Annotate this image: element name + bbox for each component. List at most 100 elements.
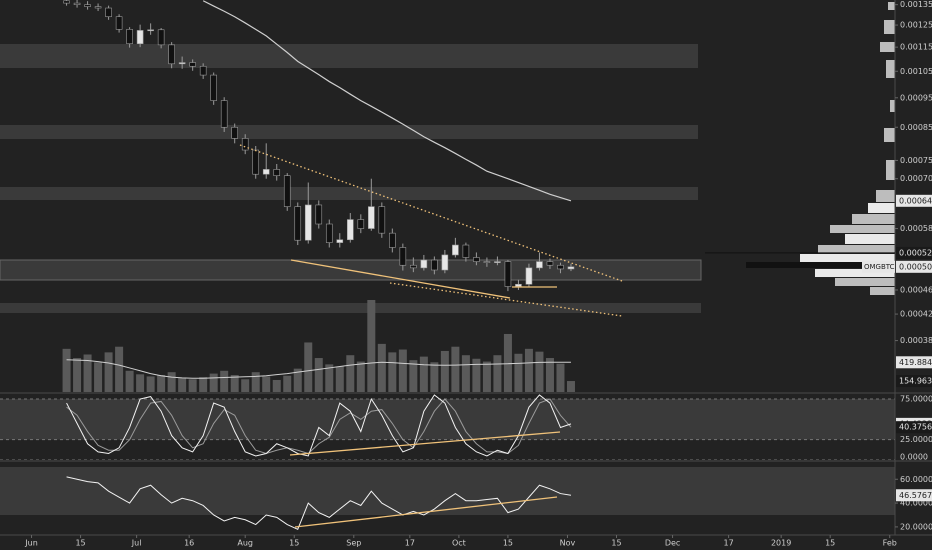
volume-bar (104, 352, 113, 392)
volume-bar (325, 364, 334, 392)
volume-bar (73, 358, 82, 392)
candle-body (136, 30, 144, 45)
candle-body (473, 257, 480, 262)
volume-bar (346, 355, 355, 392)
candle-body (410, 264, 417, 269)
volume-bar (545, 358, 554, 392)
sma-tag-bg (896, 194, 932, 207)
x-tick-label: 17 (724, 539, 734, 548)
trend-line (294, 496, 558, 528)
candle-body (389, 232, 396, 248)
volume-bar (188, 379, 197, 392)
profile-bar (888, 2, 895, 10)
volume-bar (167, 372, 176, 392)
volume-ma (66, 359, 571, 379)
volume-bar (314, 358, 323, 392)
volume-bar (199, 377, 208, 392)
candle-body (294, 206, 302, 241)
price-line-tag: 0.000529 (899, 248, 932, 257)
candle-body (94, 6, 102, 9)
candle-body (199, 65, 207, 76)
candle-body (420, 259, 428, 269)
x-tick-label: Jun (24, 539, 38, 548)
volume-bar (115, 346, 124, 392)
profile-bar (880, 42, 895, 52)
volume-bar (440, 350, 449, 392)
profile-bar (886, 60, 895, 78)
stoch-pane (0, 394, 895, 460)
volume-bar (388, 352, 397, 392)
candle-body (304, 204, 312, 241)
zone (0, 303, 701, 313)
y-tick-label: 40.0000 (900, 499, 932, 508)
candle-body (546, 261, 554, 266)
volume-profile (746, 2, 895, 295)
volume-bar (304, 342, 313, 392)
volume-bar (62, 348, 71, 392)
volume-bar (367, 300, 376, 392)
volume-tag: 154.963K (899, 377, 932, 386)
volume-bar (566, 381, 575, 392)
stoch-d (66, 398, 572, 455)
volume-bar (209, 373, 218, 392)
candle-body (378, 206, 386, 234)
volume-bar (472, 358, 481, 392)
candle-body (325, 223, 333, 243)
profile-bar (868, 203, 895, 213)
candle-body (168, 44, 175, 65)
x-tick-label: Feb (883, 539, 897, 548)
candle-body (399, 247, 407, 266)
candle-body (368, 206, 375, 229)
candle-body (452, 244, 459, 256)
candle-body (189, 62, 196, 67)
profile-bar (835, 278, 895, 286)
volume-ma-tag-bg (896, 356, 932, 369)
x-tick-label: Sep (346, 539, 361, 548)
price-pane (62, 0, 575, 392)
candle-body (105, 7, 112, 18)
stoch-d-tag-bg (896, 421, 932, 434)
volume-bar (451, 346, 460, 392)
y-tick-label: 20.0000 (900, 522, 932, 531)
volume-bar (283, 375, 292, 392)
candle-body (515, 283, 522, 287)
candle-body (147, 29, 154, 32)
volume-bar (262, 376, 271, 392)
x-tick-label: Aug (237, 539, 253, 548)
profile-bar (746, 262, 895, 268)
last-price-tag-bg (896, 260, 932, 273)
candle-body (494, 261, 501, 263)
profile-bar (818, 245, 895, 253)
x-tick-label: 17 (405, 539, 415, 548)
y-tick-label: 75.0000 (900, 395, 932, 404)
rsi-line (66, 476, 572, 530)
candle-body (357, 219, 365, 229)
candle-body (336, 239, 344, 243)
candle-body (315, 204, 323, 225)
rsi-pane (0, 467, 895, 530)
candle-body (157, 29, 165, 46)
volume-bar (514, 353, 523, 392)
volume-bar (230, 375, 239, 392)
candle-body (283, 175, 291, 207)
candle-body (220, 100, 228, 128)
volume-bar (178, 377, 187, 392)
profile-bar (815, 269, 895, 277)
volume-bar (419, 356, 428, 392)
candle-body (462, 244, 470, 258)
volume-bar (136, 374, 145, 392)
zone (0, 125, 698, 139)
candle-body (441, 254, 449, 271)
axes: Jun 15 Jul 16 Aug 15 Sep 17 Oct 15 Nov 15 Dec 17 2019 1… (24, 0, 932, 548)
volume-bar (493, 355, 502, 392)
y-tick-label: 25.0000 (900, 435, 932, 444)
